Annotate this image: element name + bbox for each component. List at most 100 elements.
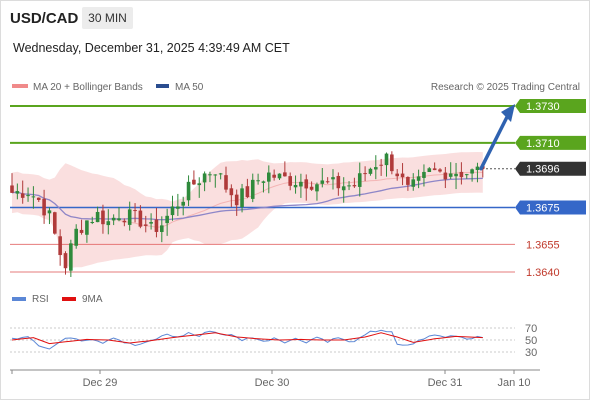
candle: [320, 168, 325, 188]
candle-body: [245, 186, 250, 198]
candle-body: [406, 176, 410, 185]
candle: [165, 208, 169, 236]
candle: [36, 197, 41, 202]
candle-body: [293, 184, 298, 188]
candle: [213, 174, 218, 188]
timestamp: Wednesday, December 31, 2025 4:39:49 AM …: [13, 41, 290, 55]
candle-body: [10, 185, 14, 193]
candle-body: [133, 210, 137, 212]
candle-body: [58, 236, 62, 256]
candle: [197, 177, 202, 198]
price-label-1.3696: 1.3696: [526, 164, 560, 176]
candle-body: [475, 166, 480, 171]
candle-body: [111, 217, 116, 221]
candle: [363, 166, 367, 182]
timeframe-button[interactable]: 30 MIN: [82, 7, 133, 29]
price-label-1.3675: 1.3675: [526, 202, 560, 214]
candle: [95, 206, 100, 223]
candle: [240, 183, 244, 213]
candle-body: [85, 220, 89, 235]
candle: [63, 251, 68, 275]
candle: [149, 213, 153, 230]
rsi-ma-legend-label: 9MA: [82, 294, 103, 305]
candle: [256, 173, 260, 185]
rsi-ma-legend-swatch: [62, 297, 76, 301]
candle-body: [26, 195, 30, 197]
candle: [15, 183, 20, 200]
price-tag-1.3710: [515, 135, 586, 150]
candle-body: [181, 201, 185, 206]
candle: [42, 189, 46, 224]
candle: [272, 169, 276, 181]
candle: [357, 162, 362, 197]
candle: [304, 174, 309, 201]
candle: [379, 158, 383, 176]
candle: [309, 181, 314, 191]
candle-body: [357, 173, 362, 187]
candle-body: [63, 253, 68, 269]
candle-body: [363, 173, 367, 175]
candle: [53, 211, 57, 235]
rsi-legend-swatch: [12, 297, 26, 301]
candle: [470, 168, 474, 182]
candle-body: [202, 173, 207, 183]
candle-body: [352, 185, 357, 187]
candle: [331, 169, 335, 190]
candle-body: [47, 210, 52, 214]
candle-body: [320, 180, 325, 184]
candle: [325, 177, 330, 184]
candle-body: [379, 164, 383, 166]
candle: [20, 180, 25, 204]
candle-body: [400, 173, 405, 178]
candle-body: [192, 179, 196, 185]
candle-body: [69, 243, 73, 271]
candle: [160, 216, 164, 243]
candle: [448, 162, 453, 179]
x-tick-label: Dec 29: [83, 377, 118, 389]
rsi-level-label-50: 50: [525, 335, 537, 347]
candle-body: [240, 188, 244, 207]
candle-body: [176, 206, 180, 209]
candle-body: [336, 175, 341, 189]
candle: [384, 152, 389, 177]
x-tick-label: Dec 30: [255, 377, 290, 389]
candle-body: [31, 196, 36, 198]
candle: [288, 172, 292, 191]
candle-body: [283, 172, 287, 177]
candle: [245, 178, 250, 199]
candle-body: [170, 206, 175, 216]
candle: [229, 184, 234, 207]
candle-body: [438, 169, 442, 172]
candle: [299, 173, 303, 198]
candle: [315, 182, 319, 201]
candle: [352, 177, 357, 188]
candle: [411, 173, 416, 191]
candle-body: [15, 191, 20, 194]
candle-body: [149, 222, 153, 224]
candle: [181, 196, 185, 216]
candle-body: [42, 198, 46, 216]
candle-body: [395, 173, 399, 177]
candle: [133, 203, 137, 223]
candle-body: [470, 169, 474, 174]
candle: [186, 175, 191, 207]
candle-body: [106, 221, 111, 226]
candle-body: [459, 171, 464, 178]
candle: [31, 186, 36, 209]
price-tag-1.3675: [515, 200, 586, 215]
candle: [422, 164, 426, 187]
candle-body: [224, 175, 228, 190]
candle: [427, 167, 432, 173]
candle: [90, 216, 95, 225]
candle-body: [347, 185, 351, 187]
candle-body: [261, 181, 266, 183]
candle-body: [422, 171, 426, 178]
candle-body: [218, 173, 223, 175]
candle: [10, 173, 14, 193]
candle-body: [454, 173, 458, 177]
candle-body: [101, 210, 105, 225]
candle: [111, 214, 116, 226]
candle: [432, 162, 437, 171]
projection-arrow-head: [501, 104, 515, 122]
